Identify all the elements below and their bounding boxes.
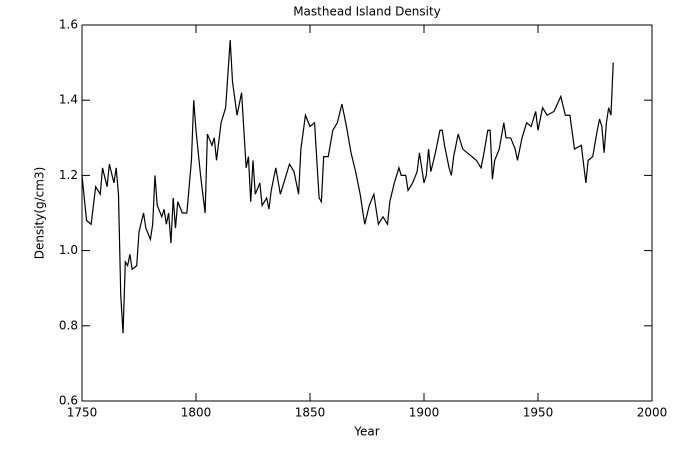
y-tick-label: 1.6	[59, 18, 78, 32]
y-tick-label: 0.6	[59, 394, 78, 408]
data-line	[81, 39, 614, 334]
x-tick-label: 1800	[181, 406, 212, 420]
y-axis-label: Density(g/cm3)	[33, 167, 47, 260]
y-tick-label: 1.2	[59, 168, 78, 182]
y-tick-label: 0.8	[59, 318, 78, 332]
x-tick-label: 1950	[523, 406, 554, 420]
x-tick-label: 1900	[409, 406, 440, 420]
x-tick-label: 1750	[67, 406, 98, 420]
y-tick-label: 1.0	[59, 243, 78, 257]
x-tick-label: 2000	[637, 406, 668, 420]
plot-frame	[81, 24, 653, 402]
y-tick-label: 1.4	[59, 93, 78, 107]
x-axis-label: Year	[353, 425, 379, 439]
chart-title: Masthead Island Density	[293, 5, 441, 19]
x-tick-label: 1850	[295, 406, 326, 420]
